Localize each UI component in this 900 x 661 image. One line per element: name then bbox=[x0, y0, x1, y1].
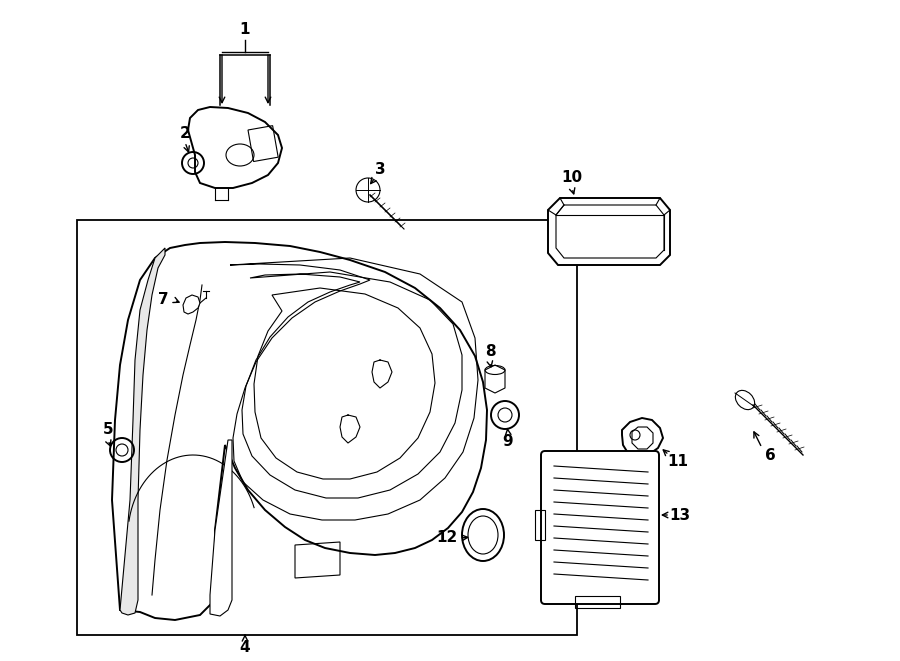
Polygon shape bbox=[112, 242, 487, 620]
Polygon shape bbox=[548, 198, 670, 265]
Text: 7: 7 bbox=[158, 293, 168, 307]
Polygon shape bbox=[210, 440, 232, 616]
Ellipse shape bbox=[462, 509, 504, 561]
Text: 9: 9 bbox=[503, 434, 513, 449]
Text: 13: 13 bbox=[670, 508, 690, 522]
Polygon shape bbox=[485, 365, 505, 393]
Text: 8: 8 bbox=[485, 344, 495, 360]
Text: 10: 10 bbox=[562, 171, 582, 186]
Text: 3: 3 bbox=[374, 163, 385, 178]
Text: 11: 11 bbox=[668, 455, 688, 469]
Text: 12: 12 bbox=[436, 531, 457, 545]
Text: 4: 4 bbox=[239, 639, 250, 654]
Text: 5: 5 bbox=[103, 422, 113, 438]
Text: 6: 6 bbox=[765, 447, 776, 463]
Text: 2: 2 bbox=[180, 126, 191, 141]
Bar bbox=[248, 126, 278, 161]
Polygon shape bbox=[622, 418, 663, 457]
FancyBboxPatch shape bbox=[541, 451, 659, 604]
Polygon shape bbox=[120, 248, 165, 615]
Polygon shape bbox=[183, 295, 200, 314]
Bar bbox=[77, 220, 577, 635]
Text: 1: 1 bbox=[239, 22, 250, 38]
Polygon shape bbox=[188, 107, 282, 188]
